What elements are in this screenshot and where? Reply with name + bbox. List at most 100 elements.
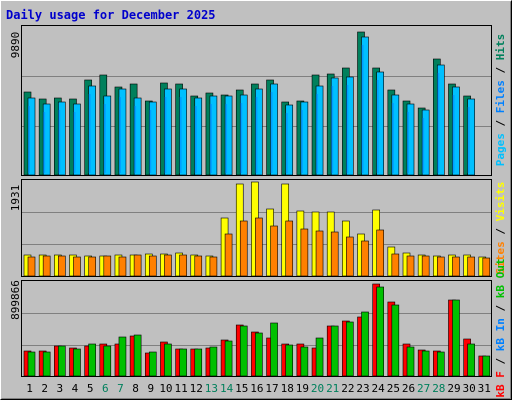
legend-entry: kB Out [494, 258, 507, 298]
day-label: 14 [220, 382, 234, 395]
bar-shade [407, 112, 409, 173]
day-label: 6 [102, 382, 109, 395]
bar-shade [28, 106, 30, 173]
bar-sites [482, 257, 491, 277]
bar-kb-out [27, 351, 36, 377]
day-label: 21 [326, 382, 339, 395]
bar-kb-out [467, 343, 475, 377]
bar-kb-out [346, 321, 354, 377]
bar-shade [316, 94, 319, 173]
day-label: 24 [372, 382, 386, 395]
bar-kb-out [224, 340, 233, 377]
bar-shade [103, 104, 106, 173]
bar-kb-out [421, 350, 430, 377]
legend-entry: / [494, 60, 507, 80]
bar-kb-out [58, 345, 66, 377]
bar-shade [43, 112, 46, 173]
kb-legend: kB F / kB In / kB Out [494, 258, 507, 397]
bar-sites [148, 255, 157, 277]
bar-sites [239, 220, 248, 277]
legend-entry: / [494, 298, 507, 318]
day-label: 28 [432, 382, 445, 395]
bar-shade [194, 106, 197, 173]
kb-panel [21, 280, 492, 377]
legend-entry: / [494, 351, 507, 371]
day-label: 3 [57, 382, 64, 395]
bar-sites [118, 256, 127, 277]
bar-shade [391, 103, 394, 173]
bar-shade [209, 104, 212, 173]
sites-visits-legend: Sites / Visits [494, 182, 507, 275]
legend-entry: / [494, 113, 507, 133]
day-label: 31 [478, 382, 491, 395]
bar-sites [406, 255, 415, 277]
day-label: 29 [447, 382, 460, 395]
bar-shade [437, 73, 440, 173]
bar-shade [422, 118, 425, 173]
bar-shade [149, 110, 152, 173]
bar-sites [330, 231, 339, 277]
bar-sites [452, 256, 460, 277]
day-label: 19 [296, 382, 309, 395]
bar-shade [255, 97, 258, 173]
legend-entry: Files [494, 80, 507, 113]
bar-shade [164, 97, 167, 173]
legend-entry: Sites [494, 241, 507, 274]
bar-shade [300, 110, 303, 173]
bar-kb-out [285, 344, 294, 377]
bar-sites [421, 255, 430, 277]
bar-kb-out [255, 332, 263, 377]
day-label: 5 [87, 382, 94, 395]
bar-shade [240, 103, 243, 173]
bar-shade [58, 110, 61, 173]
bar-kb-out [209, 346, 218, 377]
bar-kb-out [103, 345, 112, 377]
day-label: 2 [41, 382, 48, 395]
bar-sites [285, 220, 294, 277]
day-label: 10 [159, 382, 172, 395]
bar-kb-out [452, 299, 460, 377]
bar-shade [73, 112, 76, 173]
bar-sites [437, 256, 445, 277]
bar-kb-out [270, 322, 278, 377]
bar-kb-out [482, 355, 491, 377]
day-label: 12 [190, 382, 203, 395]
bar-kb-out [148, 351, 157, 377]
bar-kb-out [118, 336, 127, 377]
day-label: 4 [72, 382, 79, 395]
bar-shade [270, 92, 273, 173]
bar-kb-out [300, 346, 309, 377]
bar-kb-out [437, 351, 445, 377]
bar-sites [133, 254, 142, 277]
bar-sites [255, 217, 263, 277]
bar-shade [361, 45, 364, 173]
day-label: 20 [311, 382, 324, 395]
pages-files-hits-legend: Pages / Files / Hits [494, 34, 507, 167]
legend-entry: kB In [494, 318, 507, 351]
day-label: 26 [402, 382, 415, 395]
hits-files-pages-panel [21, 25, 492, 176]
bar-sites [179, 254, 187, 277]
kb-panel-max-label: 899866 [9, 280, 22, 320]
day-label: 15 [235, 382, 248, 395]
bar-shade [376, 80, 379, 173]
day-label: 9 [147, 382, 154, 395]
bar-kb-out [330, 325, 339, 377]
bar-shade [118, 97, 121, 173]
bar-shade [346, 85, 349, 173]
chart-title: Daily usage for December 2025 [6, 8, 216, 22]
bar-sites [73, 256, 81, 277]
hits-panel-max-label: 9890 [9, 32, 22, 59]
bar-shade [134, 106, 137, 173]
visits-panel-frame [21, 179, 492, 277]
bar-sites [58, 255, 66, 277]
day-label: 16 [250, 382, 263, 395]
bar-kb-out [315, 337, 324, 377]
legend-entry: Pages [494, 133, 507, 166]
bar-sites [467, 256, 475, 277]
legend-entry: kB F [494, 371, 507, 398]
legend-entry: / [494, 221, 507, 241]
